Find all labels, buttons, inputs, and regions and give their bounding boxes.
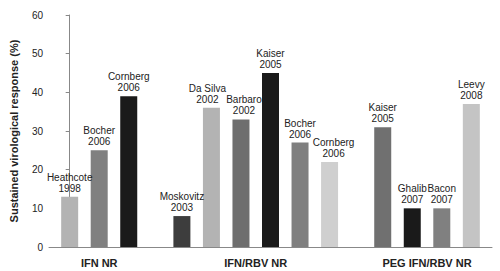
svg-text:2006: 2006	[289, 129, 312, 140]
svg-text:Da Silva: Da Silva	[189, 83, 227, 94]
svg-text:Kaiser: Kaiser	[256, 48, 285, 59]
svg-text:Barbaro: Barbaro	[226, 94, 262, 105]
svg-text:60: 60	[32, 10, 44, 21]
svg-text:20: 20	[32, 164, 44, 175]
svg-text:Heathcote: Heathcote	[47, 172, 93, 183]
svg-text:Kaiser: Kaiser	[369, 102, 398, 113]
svg-text:Cornberg: Cornberg	[108, 71, 150, 82]
svg-text:2006: 2006	[88, 136, 111, 147]
svg-text:Cornberg: Cornberg	[313, 137, 355, 148]
svg-text:2007: 2007	[431, 194, 454, 205]
svg-text:IFN NR: IFN NR	[81, 257, 118, 269]
svg-text:30: 30	[32, 126, 44, 137]
svg-text:2002: 2002	[233, 105, 256, 116]
svg-text:Ghalib: Ghalib	[398, 183, 427, 194]
svg-text:2006: 2006	[322, 148, 345, 159]
svg-text:Moskovitz: Moskovitz	[160, 191, 204, 202]
svg-text:1998: 1998	[59, 183, 82, 194]
svg-text:Leevy: Leevy	[458, 79, 485, 90]
svg-text:Bacon: Bacon	[428, 183, 456, 194]
svg-text:2007: 2007	[401, 194, 424, 205]
svg-text:0: 0	[37, 242, 43, 253]
svg-text:2002: 2002	[196, 94, 219, 105]
svg-text:10: 10	[32, 203, 44, 214]
svg-text:40: 40	[32, 87, 44, 98]
svg-text:PEG IFN/RBV NR: PEG IFN/RBV NR	[382, 257, 471, 269]
svg-text:50: 50	[32, 48, 44, 59]
svg-text:IFN/RBV NR: IFN/RBV NR	[224, 257, 287, 269]
svg-text:2005: 2005	[372, 113, 395, 124]
svg-text:2005: 2005	[259, 59, 282, 70]
svg-text:Bocher: Bocher	[284, 118, 316, 129]
svg-text:2008: 2008	[460, 90, 483, 101]
svg-text:2003: 2003	[171, 202, 194, 213]
svg-text:Sustained virological response: Sustained virological response (%)	[8, 39, 20, 222]
svg-text:2006: 2006	[118, 82, 141, 93]
svg-text:Bocher: Bocher	[83, 125, 115, 136]
